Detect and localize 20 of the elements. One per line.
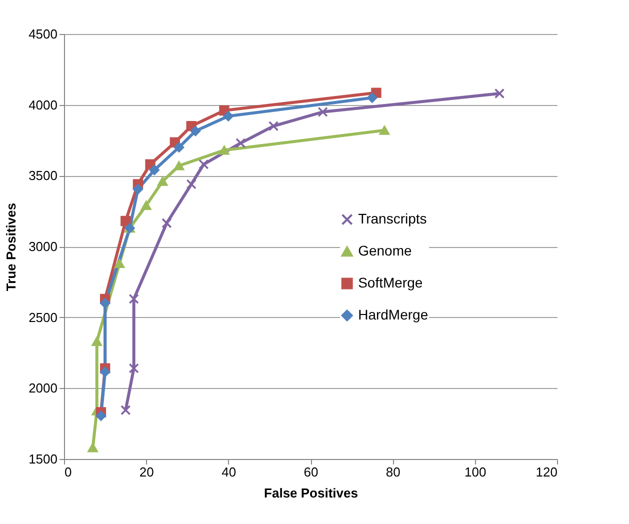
x-tick-label: 0 <box>64 464 72 480</box>
legend-label: Transcripts <box>358 210 427 226</box>
legend-label: HardMerge <box>358 306 428 322</box>
x-tick-label: 20 <box>139 464 154 480</box>
y-tick-label: 1500 <box>28 452 58 466</box>
y-tick-label: 3000 <box>28 239 58 254</box>
x-tick-label: 80 <box>386 464 400 480</box>
x-tick-label: 100 <box>464 464 486 480</box>
x-tick-label: 60 <box>304 464 318 480</box>
y-tick-label: 2000 <box>28 380 58 396</box>
legend-label: SoftMerge <box>358 274 423 290</box>
y-axis-title: True Positives <box>4 202 19 292</box>
y-tick-label: 3500 <box>28 168 58 184</box>
y-tick-label: 2500 <box>28 310 58 325</box>
x-tick-label: 40 <box>222 464 236 480</box>
x-axis-title: False Positives <box>264 486 358 500</box>
x-tick-label: 120 <box>536 464 558 480</box>
y-tick-label: 4500 <box>28 26 58 42</box>
legend-label: Genome <box>358 242 412 258</box>
y-tick-label: 4000 <box>28 97 58 112</box>
